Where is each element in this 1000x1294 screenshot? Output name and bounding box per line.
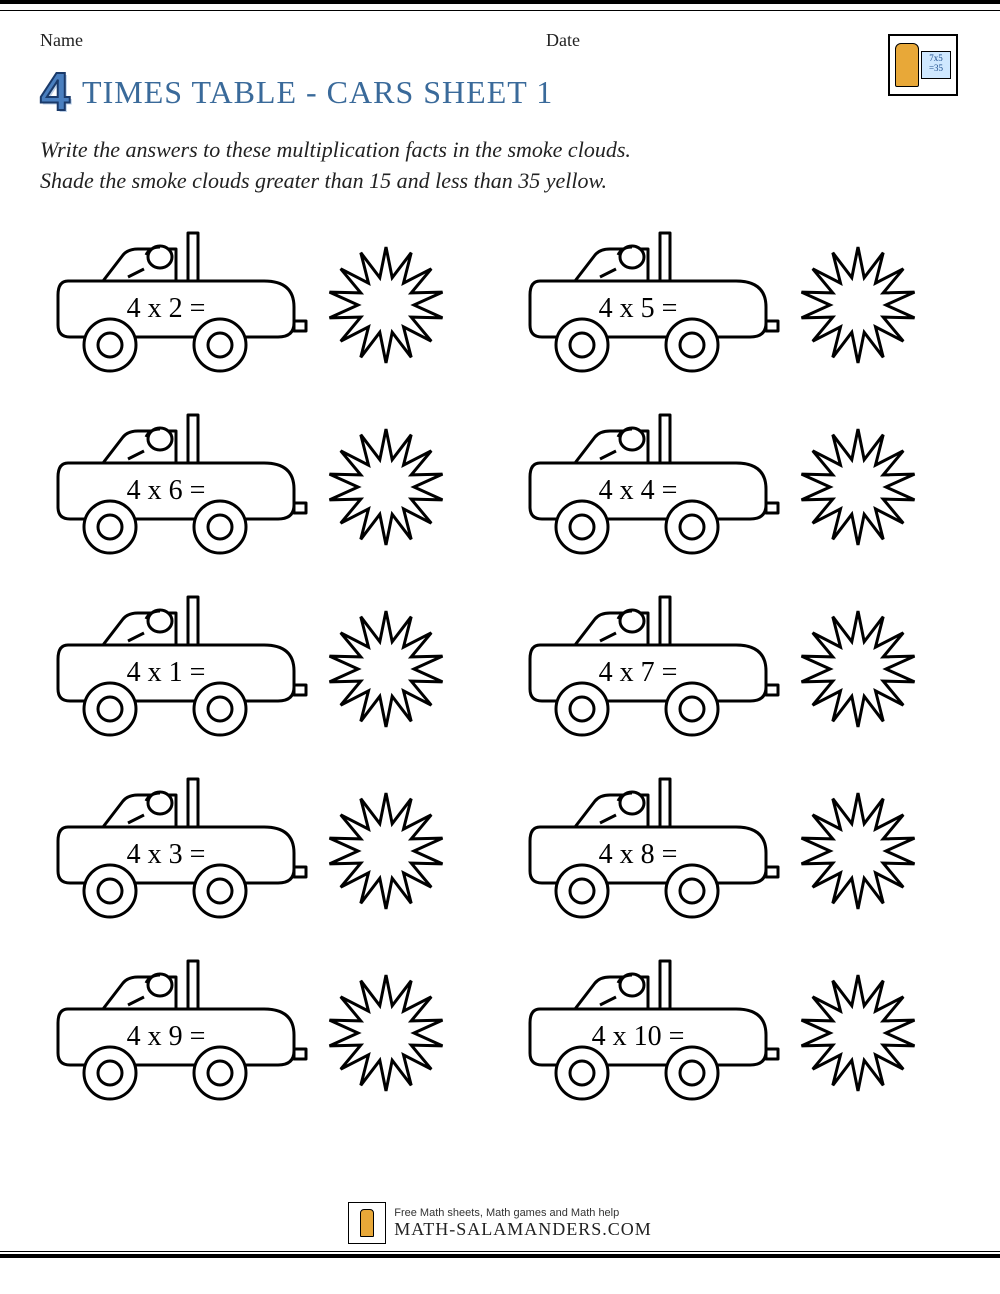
bottom-rule (0, 1251, 1000, 1258)
salamander-icon (895, 43, 919, 87)
smoke-cloud-icon[interactable] (788, 235, 928, 375)
footer: Free Math sheets, Math games and Math he… (0, 1202, 1000, 1244)
smoke-cloud-icon[interactable] (788, 781, 928, 921)
problem-item: 4 x 7 = (520, 589, 952, 739)
expression-text: 4 x 10 = (592, 1021, 685, 1052)
smoke-cloud-icon[interactable] (788, 963, 928, 1103)
smoke-cloud-icon[interactable] (788, 599, 928, 739)
car-icon: 4 x 7 = (520, 589, 780, 739)
footer-tagline: Free Math sheets, Math games and Math he… (394, 1207, 652, 1219)
logo-board-text: 7x5 =35 (921, 51, 951, 79)
smoke-cloud-icon[interactable] (788, 417, 928, 557)
problem-item: 4 x 10 = (520, 953, 952, 1103)
expression-text: 4 x 9 = (127, 1021, 206, 1052)
problem-item: 4 x 6 = (48, 407, 480, 557)
title-row: 4 TIMES TABLE - CARS SHEET 1 (40, 65, 960, 119)
car-icon: 4 x 1 = (48, 589, 308, 739)
salamander-logo: 7x5 =35 (888, 34, 958, 96)
smoke-cloud-icon[interactable] (316, 599, 456, 739)
car-icon: 4 x 4 = (520, 407, 780, 557)
problem-item: 4 x 3 = (48, 771, 480, 921)
problem-item: 4 x 5 = (520, 225, 952, 375)
car-icon: 4 x 9 = (48, 953, 308, 1103)
car-icon: 4 x 6 = (48, 407, 308, 557)
car-icon: 4 x 8 = (520, 771, 780, 921)
footer-site: MATH-SALAMANDERS.COM (394, 1219, 652, 1240)
expression-text: 4 x 5 = (599, 293, 678, 324)
car-icon: 4 x 5 = (520, 225, 780, 375)
problems-grid: 4 x 2 = 4 x 5 = (40, 225, 960, 1103)
problem-item: 4 x 8 = (520, 771, 952, 921)
salamander-icon (360, 1209, 374, 1237)
expression-text: 4 x 4 = (599, 475, 678, 506)
car-icon: 4 x 3 = (48, 771, 308, 921)
problem-item: 4 x 9 = (48, 953, 480, 1103)
name-label: Name (40, 30, 436, 51)
expression-text: 4 x 6 = (127, 475, 206, 506)
header-row: Name Date (40, 30, 960, 51)
title-text: TIMES TABLE - CARS SHEET 1 (82, 74, 553, 111)
problem-item: 4 x 4 = (520, 407, 952, 557)
expression-text: 4 x 3 = (127, 839, 206, 870)
smoke-cloud-icon[interactable] (316, 235, 456, 375)
smoke-cloud-icon[interactable] (316, 417, 456, 557)
expression-text: 4 x 1 = (127, 657, 206, 688)
title-number: 4 (40, 65, 70, 119)
car-icon: 4 x 2 = (48, 225, 308, 375)
expression-text: 4 x 2 = (127, 293, 206, 324)
expression-text: 4 x 7 = (599, 657, 678, 688)
smoke-cloud-icon[interactable] (316, 963, 456, 1103)
worksheet-page: Name Date 7x5 =35 4 TIMES TABLE - CARS S… (0, 0, 1000, 1260)
instruction-line-2: Shade the smoke clouds greater than 15 a… (40, 166, 960, 197)
problem-item: 4 x 1 = (48, 589, 480, 739)
problem-item: 4 x 2 = (48, 225, 480, 375)
car-icon: 4 x 10 = (520, 953, 780, 1103)
footer-logo (348, 1202, 386, 1244)
expression-text: 4 x 8 = (599, 839, 678, 870)
smoke-cloud-icon[interactable] (316, 781, 456, 921)
instruction-line-1: Write the answers to these multiplicatio… (40, 135, 960, 166)
instructions: Write the answers to these multiplicatio… (40, 135, 960, 197)
